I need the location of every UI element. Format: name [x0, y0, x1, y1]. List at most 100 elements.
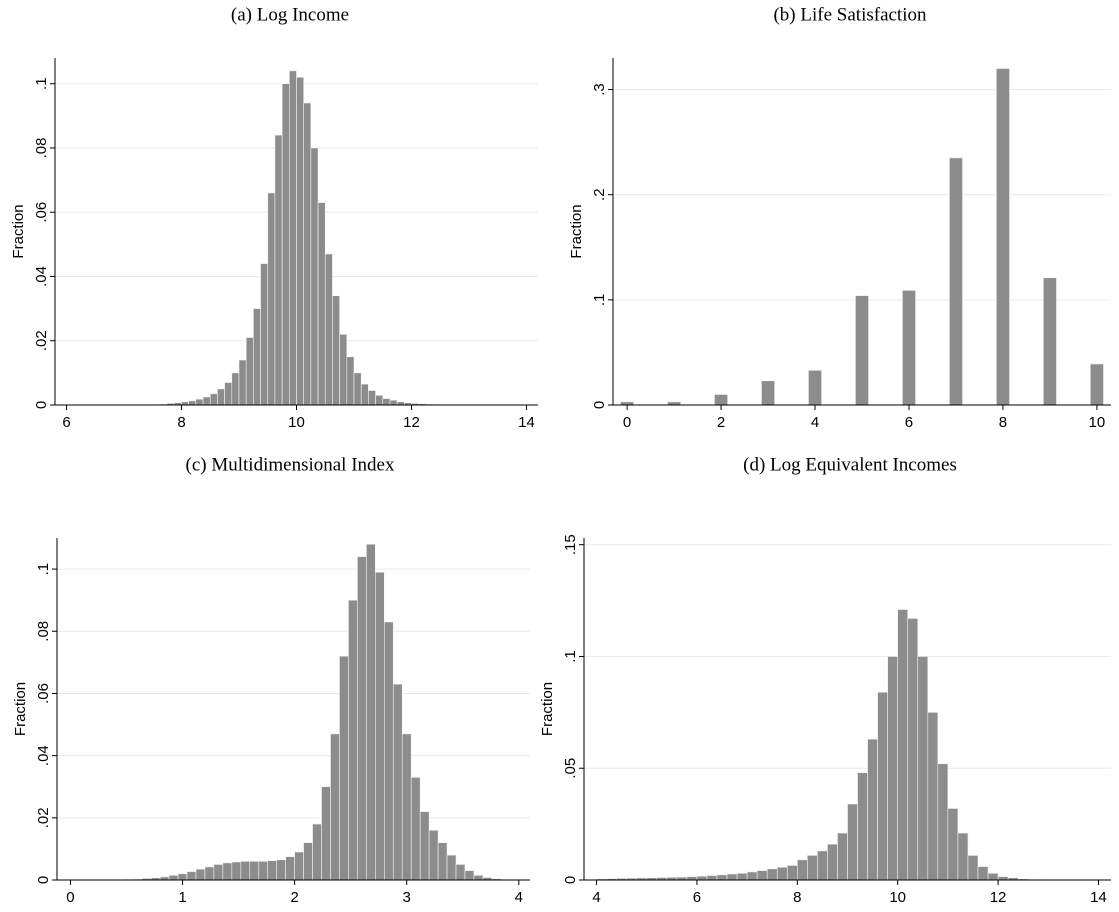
y-axis-label: Fraction: [539, 682, 556, 736]
panel-title: (a) Log Income: [231, 4, 349, 25]
bar: [253, 308, 261, 406]
bar: [324, 253, 333, 406]
bar: [736, 872, 748, 881]
bar: [202, 396, 211, 406]
bar: [761, 380, 775, 406]
bar: [303, 842, 313, 881]
bar: [446, 854, 457, 881]
bar: [168, 875, 179, 881]
bar: [312, 823, 322, 881]
x-tick-label: 14: [1090, 889, 1107, 906]
panel-title: (b) Life Satisfaction: [773, 4, 927, 25]
y-tick-label: .1: [591, 294, 608, 307]
bar: [186, 871, 197, 881]
bar: [957, 832, 969, 881]
bar: [706, 875, 718, 881]
y-tick-label: 0: [33, 401, 50, 409]
y-tick-label: .1: [33, 77, 50, 90]
bar: [368, 390, 376, 406]
bar: [375, 395, 384, 406]
y-tick-label: .05: [562, 758, 579, 779]
bar: [716, 874, 728, 881]
bar: [321, 786, 331, 881]
bar: [348, 599, 358, 881]
x-tick-label: 8: [999, 414, 1007, 431]
bar: [224, 382, 233, 406]
bar: [382, 398, 391, 406]
bar: [807, 855, 818, 881]
y-tick-label: .15: [562, 534, 579, 555]
bar: [357, 556, 367, 881]
bar: [289, 70, 297, 406]
bar: [240, 861, 251, 881]
bar: [937, 763, 949, 881]
bar: [827, 843, 838, 881]
x-tick-label: 4: [515, 889, 523, 906]
bar: [267, 192, 276, 406]
bar: [177, 873, 188, 881]
bar: [808, 369, 822, 406]
x-tick-label: 4: [592, 889, 600, 906]
bar: [437, 842, 448, 881]
bar: [375, 571, 385, 881]
bar: [296, 76, 304, 406]
bar: [366, 543, 376, 881]
x-tick-label: 2: [717, 414, 725, 431]
bar: [332, 295, 340, 406]
bar: [260, 263, 269, 406]
y-axis-label: Fraction: [568, 204, 585, 258]
bar: [360, 383, 369, 406]
bar: [797, 859, 808, 881]
bar: [967, 855, 979, 881]
y-tick-label: .2: [591, 188, 608, 201]
bar: [887, 656, 898, 881]
bar: [419, 811, 430, 881]
x-tick-label: 8: [177, 414, 185, 431]
bar: [238, 359, 247, 406]
bar: [746, 871, 758, 881]
x-tick-label: 10: [889, 889, 906, 906]
panel-title: (d) Log Equivalent Incomes: [743, 454, 957, 475]
bar: [231, 372, 240, 406]
bar: [188, 400, 197, 406]
bar: [195, 868, 206, 881]
bar: [274, 134, 283, 406]
y-tick-label: .02: [33, 330, 50, 351]
bar: [310, 147, 319, 406]
y-tick-label: .1: [562, 650, 579, 663]
bar: [786, 865, 798, 881]
x-tick-label: 0: [66, 889, 74, 906]
bar: [204, 866, 215, 881]
bar: [267, 860, 277, 881]
bar: [714, 394, 728, 406]
y-tick-label: 0: [591, 401, 608, 409]
y-tick-label: .06: [33, 202, 50, 223]
y-tick-label: .08: [33, 138, 50, 159]
bar: [867, 738, 878, 881]
x-tick-label: 6: [693, 889, 701, 906]
bar: [213, 864, 224, 881]
bar: [1043, 277, 1057, 406]
bar: [1090, 363, 1104, 406]
bar: [428, 829, 439, 881]
y-tick-label: .02: [35, 807, 52, 828]
x-tick-label: 10: [1089, 414, 1106, 431]
bar: [996, 68, 1010, 406]
x-tick-label: 2: [290, 889, 298, 906]
bar: [987, 872, 999, 881]
bar: [947, 808, 959, 881]
y-tick-label: .3: [591, 83, 608, 96]
y-tick-label: .08: [35, 621, 52, 642]
x-tick-label: 12: [403, 414, 420, 431]
bar: [209, 393, 218, 406]
bar: [339, 655, 349, 881]
bar: [346, 356, 355, 406]
bar: [917, 656, 929, 881]
y-axis-label: Fraction: [12, 682, 29, 736]
bar: [877, 691, 888, 881]
bar: [294, 851, 304, 881]
bar: [401, 733, 412, 881]
y-tick-label: 0: [35, 876, 52, 884]
x-tick-label: 8: [793, 889, 801, 906]
